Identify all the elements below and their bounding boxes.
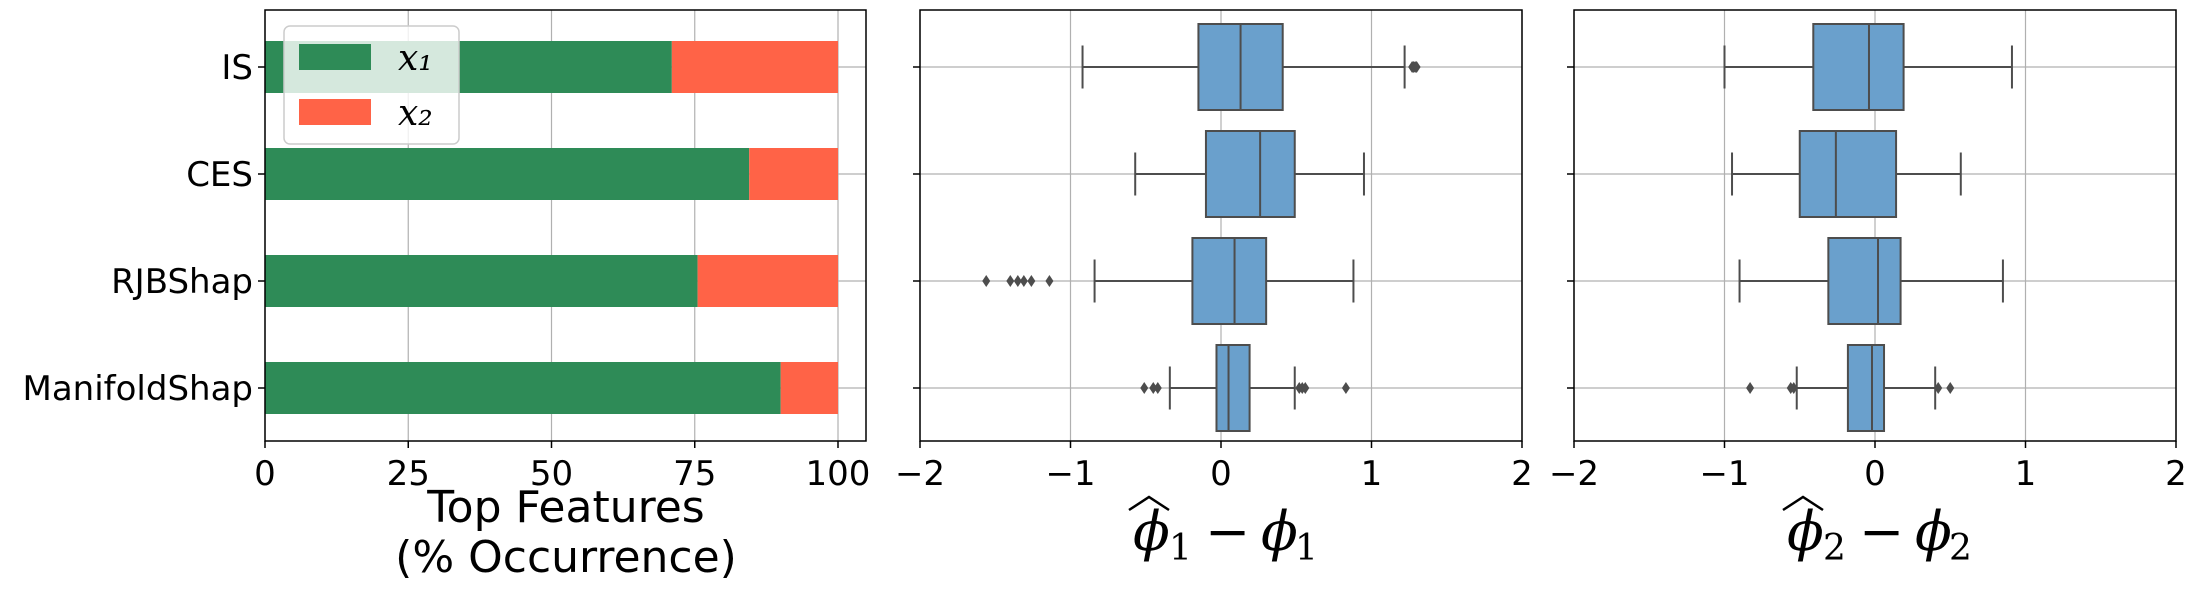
bar-xtick-label: 100: [806, 454, 871, 494]
legend-swatch-x1: [299, 44, 371, 70]
bar-xtick-label: 75: [673, 454, 716, 494]
box-xlabel: ϕ 2− ϕ2: [1782, 495, 1972, 569]
box-xlabel: ϕ 1− ϕ1: [1128, 495, 1318, 569]
xlabel-subscript-hat: 2: [1823, 528, 1846, 569]
outlier-point: [1006, 275, 1015, 287]
bar-segment-x1: [265, 148, 750, 200]
outlier-point: [1341, 382, 1350, 394]
xlabel-minus: −: [1859, 500, 1904, 563]
box-iqr: [1846, 344, 1886, 432]
outlier-point: [1946, 382, 1955, 394]
legend-label-x1: x₁: [398, 38, 433, 79]
bar-category-label: ManifoldShap: [22, 369, 253, 409]
bar-segment-x2: [697, 255, 838, 307]
xlabel-minus: −: [1205, 500, 1250, 563]
bar-segment-x1: [265, 362, 781, 414]
outlier-point: [1045, 275, 1054, 287]
box-xtick-label: 1: [1361, 454, 1383, 494]
phi2-boxplot-panel: −2 −1 0 1 2ϕ 2− ϕ2: [1549, 9, 2187, 569]
bar-plot-frame: [264, 9, 867, 442]
box-xtick-label: −1: [1045, 454, 1095, 494]
outlier-point: [982, 275, 991, 287]
outlier-point: [1019, 275, 1028, 287]
box-xtick-label: −2: [895, 454, 945, 494]
box-xtick-label: 0: [1210, 454, 1232, 494]
bar-segment-x1: [265, 255, 698, 307]
outlier-point: [1301, 382, 1310, 394]
bar-legend: x₁ x₂: [283, 25, 460, 145]
xlabel-phi-hat: ϕ: [1133, 500, 1170, 563]
bar-xtick-label: 0: [254, 454, 276, 494]
xlabel-subscript: 2: [1949, 528, 1972, 569]
bar-category-label: IS: [221, 48, 253, 88]
bar-xlabel-line1: Top Features: [426, 482, 704, 533]
bar-category-label: RJBShap: [111, 262, 253, 302]
legend-box: [283, 25, 460, 145]
bar-segment-x2: [780, 362, 838, 414]
xlabel-phi: ϕ: [1915, 500, 1952, 563]
outlier-point: [1412, 61, 1421, 73]
bar-xlabel-line2: (% Occurrence): [395, 532, 737, 583]
legend-swatch-x2: [299, 99, 371, 125]
bar-xtick-label: 25: [387, 454, 430, 494]
bar-segment-x2: [671, 41, 838, 93]
xlabel-hat-accent: [1128, 495, 1170, 512]
box-iqr: [1215, 344, 1251, 432]
xlabel-subscript-hat: 1: [1169, 528, 1192, 569]
xlabel-phi-hat: ϕ: [1787, 500, 1824, 563]
stacked-bar-panel: IS CES RJBShap ManifoldShap 0 25 50 75 100 Top Fe…: [22, 9, 871, 583]
phi1-boxplot-panel: −2 −1 0 1 2ϕ 1− ϕ1: [895, 9, 1533, 569]
outlier-point: [1789, 382, 1798, 394]
box-iqr: [1191, 237, 1268, 325]
box-iqr: [1204, 130, 1296, 218]
bar-xtick-label: 50: [530, 454, 573, 494]
box-xtick-label: −2: [1549, 454, 1599, 494]
outlier-point: [1140, 382, 1149, 394]
legend-label-x2: x₂: [398, 93, 433, 134]
xlabel-subscript: 1: [1295, 528, 1318, 569]
box-xtick-label: 0: [1864, 454, 1886, 494]
outlier-point: [1149, 382, 1158, 394]
xlabel-phi: ϕ: [1261, 500, 1298, 563]
box-iqr: [1798, 130, 1898, 218]
box-xtick-label: 2: [2165, 454, 2187, 494]
box-xtick-label: −1: [1699, 454, 1749, 494]
xlabel-hat-accent: [1782, 495, 1824, 512]
outlier-point: [1027, 275, 1036, 287]
outlier-point: [1153, 382, 1162, 394]
outlier-point: [1013, 275, 1022, 287]
bar-segment-x2: [749, 148, 838, 200]
bar-category-label: CES: [186, 155, 253, 195]
box-iqr: [1827, 237, 1902, 325]
box-iqr: [1812, 23, 1905, 111]
box-xtick-label: 1: [2015, 454, 2037, 494]
box-xtick-label: 2: [1511, 454, 1533, 494]
outlier-point: [1746, 382, 1755, 394]
outlier-point: [1934, 382, 1943, 394]
